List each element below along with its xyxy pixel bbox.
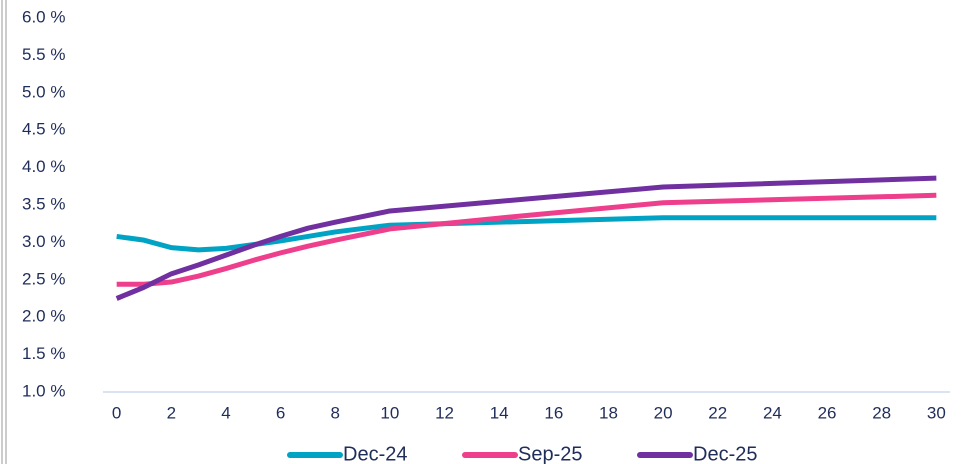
y-tick-label: 1.5 % [22,344,65,363]
y-tick-label: 1.0 % [22,381,65,400]
series-line [116,215,937,253]
legend-label: Dec-24 [343,443,407,464]
y-tick-label: 5.5 % [22,45,65,64]
x-tick-label: 2 [167,403,176,422]
y-tick-label: 5.0 % [22,82,65,101]
x-tick-label: 28 [872,403,891,422]
y-tick-label: 2.0 % [22,307,65,326]
x-tick-label: 10 [380,403,399,422]
x-tick-label: 18 [599,403,618,422]
x-tick-label: 4 [221,403,230,422]
y-tick-label: 4.5 % [22,120,65,139]
y-tick-label: 3.5 % [22,194,65,213]
series-line [116,192,937,287]
x-tick-label: 0 [112,403,121,422]
x-tick-label: 14 [490,403,509,422]
y-tick-label: 6.0 % [22,7,65,26]
x-tick-label: 20 [654,403,673,422]
y-tick-label: 3.0 % [22,232,65,251]
y-tick-label: 4.0 % [22,157,65,176]
x-tick-label: 12 [435,403,454,422]
x-tick-label: 22 [708,403,727,422]
x-tick-label: 16 [544,403,563,422]
x-tick-label: 6 [276,403,285,422]
x-tick-label: 8 [331,403,340,422]
series-line [115,175,937,301]
x-tick-label: 24 [763,403,782,422]
x-tick-label: 26 [818,403,837,422]
legend-label: Dec-25 [693,443,757,464]
x-tick-label: 30 [927,403,946,422]
legend-label: Sep-25 [518,443,583,464]
y-tick-label: 2.5 % [22,269,65,288]
